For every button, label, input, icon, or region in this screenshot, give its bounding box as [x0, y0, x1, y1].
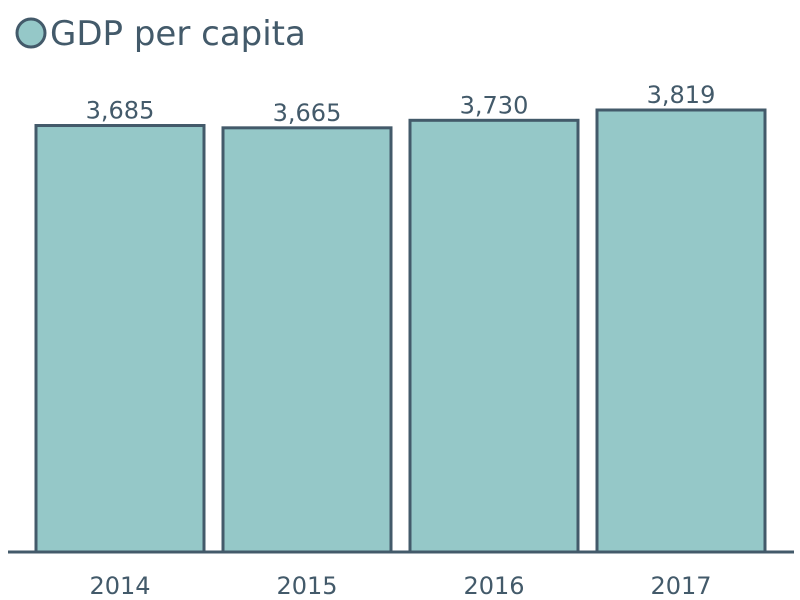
data-labels-group: 3,685 3,665 3,730 3,819 — [86, 81, 716, 127]
data-label-2017: 3,819 — [647, 81, 716, 109]
data-label-2015: 3,665 — [273, 99, 342, 127]
bars-group — [34, 108, 767, 554]
x-tick-label-2014: 2014 — [89, 572, 150, 600]
data-label-2016: 3,730 — [460, 91, 529, 119]
x-tick-labels-group: 2014 2015 2016 2017 — [89, 572, 711, 600]
x-tick-label-2015: 2015 — [276, 572, 337, 600]
data-label-2014: 3,685 — [86, 97, 155, 125]
bar-2016 — [408, 118, 580, 554]
bar-2017 — [595, 108, 767, 554]
bar-2015 — [221, 126, 393, 554]
legend-label-gdp-per-capita: GDP per capita — [50, 14, 306, 54]
legend: GDP per capita — [15, 14, 306, 54]
bar-2014 — [34, 124, 206, 554]
x-tick-label-2017: 2017 — [650, 572, 711, 600]
x-tick-label-2016: 2016 — [463, 572, 524, 600]
legend-swatch-gdp-per-capita — [15, 17, 47, 49]
